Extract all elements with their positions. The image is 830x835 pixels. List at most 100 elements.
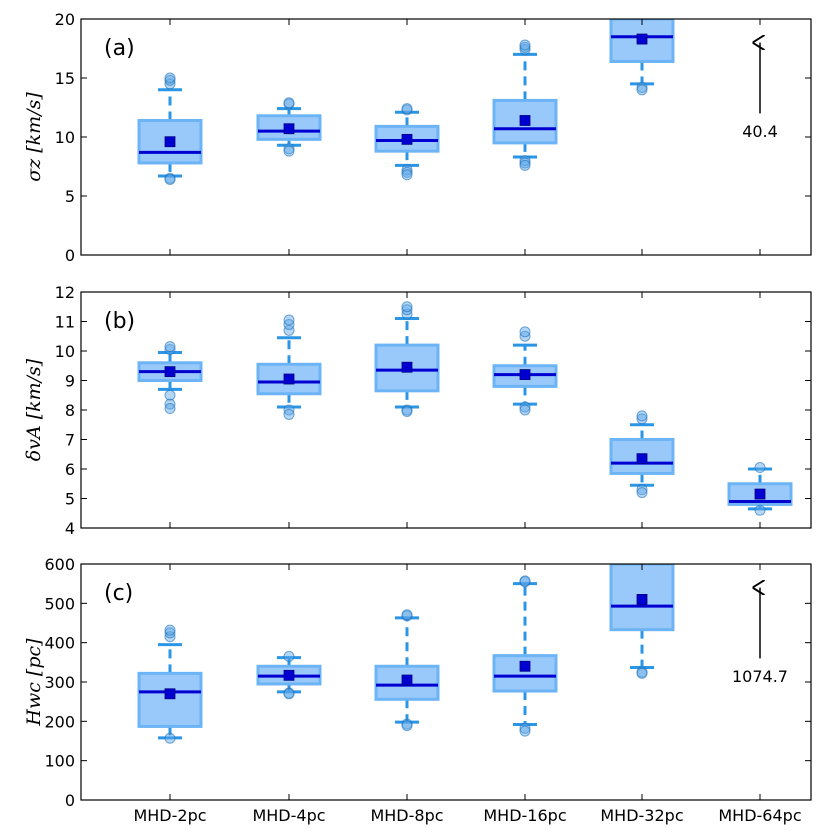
- outlier-point: [164, 389, 176, 401]
- outlier-point: [754, 462, 766, 474]
- panel-a: 0 5 10 15 20 (a) σz [km/s] 40.4: [23, 10, 812, 265]
- y-tick-label: 6: [65, 460, 75, 479]
- outlier-point: [164, 398, 176, 410]
- mean-marker: [164, 688, 176, 700]
- box-a-MHD-8pc: [374, 103, 440, 181]
- outlier-point: [519, 722, 531, 734]
- outlier-point: [519, 326, 531, 338]
- panel-b-frame: [80, 291, 812, 529]
- outlier-point: [519, 159, 531, 171]
- outlier-point: [519, 330, 531, 342]
- outlier-point: [164, 627, 176, 639]
- iqr-box: [374, 664, 440, 701]
- box-c-MHD-16pc: [492, 575, 558, 737]
- mean-marker: [636, 453, 648, 465]
- y-tick-label: 15: [55, 69, 75, 88]
- panel-label: (a): [104, 36, 135, 61]
- outlier-point: [636, 484, 648, 496]
- mean-marker: [519, 660, 531, 672]
- y-axis-label: Hwc [pc]: [23, 638, 45, 727]
- mean-marker: [519, 115, 531, 126]
- outlier-point: [519, 725, 531, 737]
- outlier-point: [636, 487, 648, 499]
- box-b-MHD-16pc: [492, 326, 558, 416]
- panel-c-plot-area: [137, 564, 675, 744]
- box-c-MHD-8pc: [374, 609, 440, 732]
- y-tick-label: 10: [55, 342, 75, 361]
- outlier-point: [164, 173, 176, 185]
- y-tick-label: 0: [65, 246, 75, 265]
- outlier-point: [283, 145, 295, 157]
- mean-marker: [636, 594, 648, 605]
- outlier-point: [636, 413, 648, 425]
- outlier-point: [636, 667, 648, 679]
- x-category-label: MHD-8pc: [370, 806, 443, 825]
- outlier-point: [283, 314, 295, 326]
- outlier-point: [401, 304, 413, 316]
- box-b-MHD-32pc: [609, 410, 675, 499]
- annotation-value: 1074.7: [732, 667, 788, 686]
- x-category-label: MHD-16pc: [483, 806, 566, 825]
- y-tick-label: 600: [44, 555, 75, 574]
- mean-marker: [401, 674, 413, 686]
- y-axis-label: δvA [km/s]: [23, 358, 45, 461]
- outlier-point: [164, 344, 176, 356]
- iqr-box: [137, 671, 203, 728]
- box-a-MHD-4pc: [256, 97, 322, 157]
- outlier-point: [164, 78, 176, 90]
- outlier-point: [283, 404, 295, 416]
- y-tick-label: 5: [65, 490, 75, 509]
- box-b-MHD-8pc: [374, 301, 440, 417]
- box-c-MHD-4pc: [256, 650, 322, 700]
- box-c-MHD-32pc: [609, 564, 675, 679]
- y-tick-label: 10: [55, 128, 75, 147]
- iqr-box: [256, 362, 322, 396]
- y-tick-label: 300: [44, 673, 75, 692]
- off-scale-annotation: 40.4: [742, 43, 778, 141]
- outlier-point: [401, 405, 413, 417]
- mean-marker: [401, 133, 413, 145]
- mean-marker: [754, 488, 766, 500]
- outlier-point: [283, 318, 295, 330]
- x-category-label: MHD-2pc: [133, 806, 206, 825]
- panel-label: (b): [104, 309, 135, 334]
- box-c-MHD-2pc: [137, 624, 203, 744]
- outlier-point: [164, 624, 176, 636]
- box-a-MHD-32pc: [609, 19, 675, 96]
- outlier-point: [636, 84, 648, 96]
- panel-c: 0 100 200 300 400 500 600 (c) Hwc [pc] 1074.7: [23, 555, 812, 810]
- y-tick-label: 100: [44, 752, 75, 771]
- panel-b-plot-area: [137, 301, 793, 516]
- outlier-point: [519, 39, 531, 51]
- iqr-box: [609, 438, 675, 475]
- outlier-point: [519, 404, 531, 416]
- mean-marker: [164, 366, 176, 378]
- mean-marker: [519, 369, 531, 381]
- mean-marker: [636, 33, 648, 45]
- y-tick-label: 500: [44, 594, 75, 613]
- box-a-MHD-2pc: [137, 72, 203, 185]
- panel-a-plot-area: [137, 19, 675, 185]
- outlier-point: [401, 103, 413, 115]
- panel-b: 4 5 6 7 8 9 10 11 12 (b) δvA [km/s]: [23, 283, 812, 538]
- mean-marker: [283, 123, 295, 135]
- y-tick-label: 200: [44, 712, 75, 731]
- annotation-value: 40.4: [742, 122, 778, 141]
- mean-marker: [283, 669, 295, 681]
- outlier-point: [401, 609, 413, 621]
- outlier-point: [636, 410, 648, 422]
- mean-marker: [283, 373, 295, 385]
- y-tick-label: 5: [65, 187, 75, 206]
- x-category-label: MHD-32pc: [600, 806, 683, 825]
- outlier-point: [754, 504, 766, 516]
- y-tick-label: 7: [65, 431, 75, 450]
- y-axis-label: σz [km/s]: [23, 92, 45, 182]
- outlier-point: [519, 401, 531, 413]
- y-tick-label: 20: [55, 10, 75, 29]
- outlier-point: [283, 688, 295, 700]
- outlier-point: [283, 408, 295, 420]
- y-tick-label: 4: [65, 519, 75, 538]
- box-b-MHD-2pc: [137, 341, 203, 415]
- box-b-MHD-64pc: [727, 462, 793, 516]
